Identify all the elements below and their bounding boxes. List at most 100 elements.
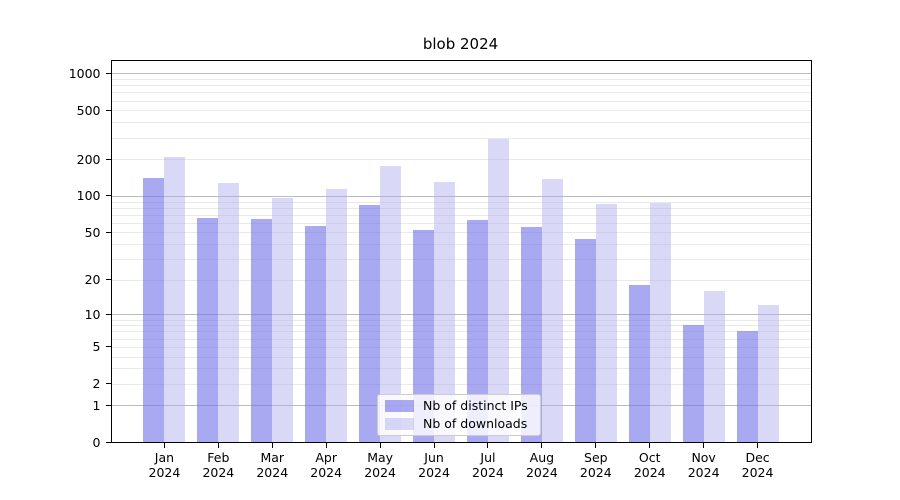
legend-item-distinct-ips: Nb of distinct IPs bbox=[385, 398, 533, 414]
bar-nb-of-distinct-ips-aug-2024 bbox=[520, 227, 542, 443]
bar-nb-of-downloads-oct-2024 bbox=[649, 202, 671, 443]
gridline-minor bbox=[111, 259, 811, 261]
y-tick-label-5: 5 bbox=[92, 339, 101, 355]
gridline-minor bbox=[111, 346, 811, 348]
gridline-minor bbox=[111, 368, 811, 370]
gridline-minor bbox=[111, 232, 811, 234]
x-tick-apr-2024 bbox=[325, 442, 327, 448]
legend-label-distinct-ips: Nb of distinct IPs bbox=[423, 398, 528, 413]
gridline-minor bbox=[111, 92, 811, 94]
bar-nb-of-distinct-ips-apr-2024 bbox=[305, 225, 327, 443]
bar-nb-of-distinct-ips-dec-2024 bbox=[736, 331, 758, 443]
y-tick-200 bbox=[105, 158, 111, 160]
y-tick-100 bbox=[105, 195, 111, 197]
y-tick-20 bbox=[105, 279, 111, 281]
x-tick-mar-2024 bbox=[271, 442, 273, 448]
x-tick-label-aug-2024: Aug 2024 bbox=[525, 449, 558, 481]
y-tick-1 bbox=[105, 404, 111, 406]
bar-nb-of-downloads-feb-2024 bbox=[218, 182, 240, 443]
gridline-minor bbox=[111, 100, 811, 102]
y-tick-5 bbox=[105, 346, 111, 348]
legend-label-downloads: Nb of downloads bbox=[423, 416, 528, 431]
x-tick-dec-2024 bbox=[757, 442, 759, 448]
y-tick-label-0: 0 bbox=[92, 435, 101, 450]
gridline-major bbox=[111, 73, 811, 75]
bar-nb-of-downloads-apr-2024 bbox=[326, 188, 348, 443]
gridline-minor bbox=[111, 79, 811, 81]
x-tick-aug-2024 bbox=[541, 442, 543, 448]
x-tick-oct-2024 bbox=[649, 442, 651, 448]
y-tick-50 bbox=[105, 231, 111, 233]
bar-nb-of-distinct-ips-jul-2024 bbox=[466, 219, 488, 443]
gridline-minor bbox=[111, 201, 811, 203]
gridline-major bbox=[111, 314, 811, 316]
y-tick-label-200: 200 bbox=[76, 151, 101, 167]
gridline-minor bbox=[111, 331, 811, 333]
y-tick-label-50: 50 bbox=[84, 224, 101, 240]
y-tick-500 bbox=[105, 109, 111, 111]
x-tick-nov-2024 bbox=[703, 442, 705, 448]
bar-nb-of-downloads-nov-2024 bbox=[703, 291, 725, 443]
x-tick-label-dec-2024: Dec 2024 bbox=[741, 449, 774, 481]
bar-nb-of-downloads-may-2024 bbox=[380, 165, 402, 443]
bar-nb-of-distinct-ips-nov-2024 bbox=[682, 325, 704, 443]
y-tick-label-1000: 1000 bbox=[68, 65, 101, 81]
x-tick-label-sep-2024: Sep 2024 bbox=[579, 449, 612, 481]
x-tick-sep-2024 bbox=[595, 442, 597, 448]
x-tick-label-feb-2024: Feb 2024 bbox=[202, 449, 235, 481]
bar-nb-of-distinct-ips-mar-2024 bbox=[251, 218, 273, 443]
bar-nb-of-downloads-sep-2024 bbox=[595, 203, 617, 443]
bar-nb-of-downloads-dec-2024 bbox=[757, 305, 779, 443]
x-tick-label-jan-2024: Jan 2024 bbox=[148, 449, 181, 481]
bar-nb-of-downloads-aug-2024 bbox=[541, 179, 563, 443]
legend-item-downloads: Nb of downloads bbox=[385, 416, 533, 432]
x-tick-jan-2024 bbox=[163, 442, 165, 448]
gridline-minor bbox=[111, 214, 811, 216]
gridline-minor bbox=[111, 383, 811, 385]
y-tick-label-10: 10 bbox=[84, 306, 101, 322]
bar-nb-of-downloads-mar-2024 bbox=[272, 198, 294, 443]
x-tick-label-oct-2024: Oct 2024 bbox=[633, 449, 666, 481]
y-tick-0 bbox=[105, 442, 111, 443]
x-tick-feb-2024 bbox=[217, 442, 219, 448]
x-tick-jun-2024 bbox=[433, 442, 435, 448]
x-tick-label-apr-2024: Apr 2024 bbox=[310, 449, 343, 481]
gridline-minor bbox=[111, 159, 811, 161]
gridline-minor bbox=[111, 222, 811, 224]
bar-nb-of-downloads-jun-2024 bbox=[434, 181, 456, 443]
bar-nb-of-distinct-ips-feb-2024 bbox=[197, 217, 219, 443]
gridline-minor bbox=[111, 325, 811, 327]
gridline-minor bbox=[111, 244, 811, 246]
bar-nb-of-distinct-ips-jan-2024 bbox=[143, 178, 165, 443]
gridline-minor bbox=[111, 137, 811, 139]
legend-swatch-downloads bbox=[385, 418, 414, 430]
legend: Nb of distinct IPs Nb of downloads bbox=[377, 394, 541, 436]
gridline-minor bbox=[111, 338, 811, 340]
bar-nb-of-distinct-ips-jun-2024 bbox=[413, 230, 435, 443]
gridline-minor bbox=[111, 356, 811, 358]
y-tick-2 bbox=[105, 383, 111, 385]
y-tick-1000 bbox=[105, 72, 111, 74]
bar-nb-of-distinct-ips-oct-2024 bbox=[628, 285, 650, 443]
gridline-minor bbox=[111, 207, 811, 209]
y-tick-label-1: 1 bbox=[92, 397, 101, 413]
x-tick-may-2024 bbox=[379, 442, 381, 448]
bar-nb-of-distinct-ips-sep-2024 bbox=[574, 239, 596, 443]
y-tick-label-2: 2 bbox=[92, 376, 101, 392]
gridline-minor bbox=[111, 319, 811, 321]
gridline-minor bbox=[111, 110, 811, 112]
y-tick-label-100: 100 bbox=[76, 188, 101, 204]
y-tick-label-20: 20 bbox=[84, 272, 101, 288]
y-tick-10 bbox=[105, 313, 111, 315]
x-tick-label-mar-2024: Mar 2024 bbox=[256, 449, 289, 481]
gridline-major bbox=[111, 195, 811, 197]
gridline-minor bbox=[111, 122, 811, 124]
bar-nb-of-downloads-jul-2024 bbox=[487, 139, 509, 443]
gridline-minor bbox=[111, 279, 811, 281]
x-tick-label-jul-2024: Jul 2024 bbox=[472, 449, 504, 481]
bar-nb-of-distinct-ips-may-2024 bbox=[359, 205, 381, 443]
chart-title: blob 2024 bbox=[422, 35, 499, 53]
bar-nb-of-downloads-jan-2024 bbox=[164, 156, 186, 443]
y-tick-label-500: 500 bbox=[76, 102, 101, 118]
